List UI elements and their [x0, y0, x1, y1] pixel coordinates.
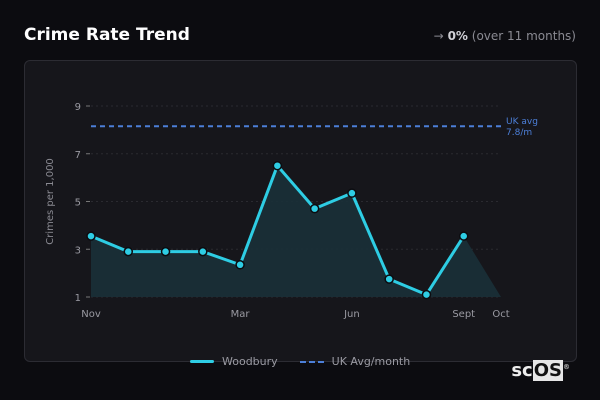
data-point	[384, 274, 394, 284]
data-point	[198, 246, 208, 257]
trend-arrow-icon: →	[433, 29, 444, 43]
data-point	[421, 289, 432, 300]
y-tick-label: 9	[75, 102, 81, 113]
x-tick-label: Nov	[81, 309, 101, 320]
y-tick-label: 7	[75, 150, 81, 161]
page-title: Crime Rate Trend	[24, 25, 190, 45]
data-point	[272, 160, 283, 171]
y-tick-label: 3	[75, 245, 81, 256]
scos-logo: scOS®	[511, 360, 570, 381]
legend-label: Woodbury	[222, 355, 278, 368]
data-point	[309, 203, 320, 214]
legend-swatch-solid	[190, 360, 214, 363]
x-tick-label: Sept	[452, 309, 475, 320]
data-point	[235, 260, 245, 270]
x-tick-label: Oct	[492, 309, 509, 320]
legend-swatch-dashed	[299, 360, 324, 363]
change-summary: → 0% (over 11 months)	[434, 29, 576, 43]
legend-item-woodbury[interactable]: Woodbury	[190, 355, 278, 368]
data-point	[347, 188, 357, 198]
change-period: (over 11 months)	[471, 29, 576, 43]
data-point	[160, 246, 171, 257]
x-tick-label: Mar	[231, 309, 251, 320]
y-tick-label: 1	[75, 293, 81, 304]
area-fill	[91, 165, 501, 297]
legend-label: UK Avg/month	[331, 355, 411, 368]
data-point	[123, 246, 134, 257]
data-point	[86, 231, 96, 241]
y-tick-label: 5	[75, 198, 81, 209]
x-tick-label: Jun	[343, 309, 360, 320]
data-point	[458, 231, 469, 241]
uk-avg-label: UK avg	[506, 117, 538, 127]
uk-avg-value-label: 7.8/m	[506, 128, 532, 138]
legend-item-uk-avg[interactable]: UK Avg/month	[299, 355, 411, 368]
legend: Woodbury UK Avg/month	[190, 355, 410, 368]
change-value: 0%	[447, 29, 468, 43]
y-axis-label: Crimes per 1,000	[45, 158, 56, 245]
